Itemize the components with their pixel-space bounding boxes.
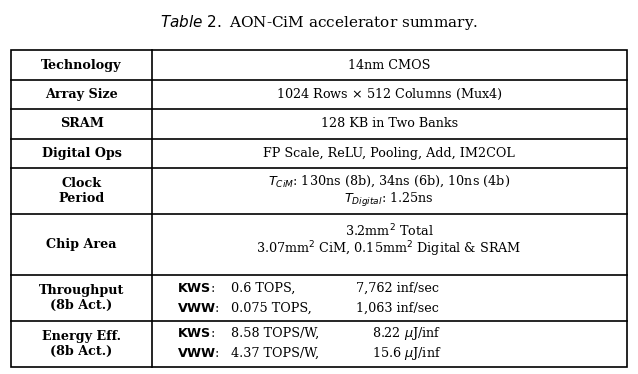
Text: 0.075 TOPS,: 0.075 TOPS, (232, 302, 312, 315)
Text: Array Size: Array Size (45, 88, 118, 101)
Text: $T_{Digital}$: 1.25ns: $T_{Digital}$: 1.25ns (345, 191, 434, 209)
Text: 8.58 TOPS/W,: 8.58 TOPS/W, (232, 327, 320, 340)
Text: FP Scale, ReLU, Pooling, Add, IM2COL: FP Scale, ReLU, Pooling, Add, IM2COL (263, 147, 515, 160)
Text: 4.37 TOPS/W,: 4.37 TOPS/W, (232, 347, 320, 360)
Text: 0.6 TOPS,: 0.6 TOPS, (232, 282, 296, 295)
Text: $\mathbf{VWW}$:: $\mathbf{VWW}$: (177, 347, 220, 360)
Text: 8.22 $\mu$J/inf: 8.22 $\mu$J/inf (372, 325, 441, 342)
Text: 1,063 inf/sec: 1,063 inf/sec (356, 302, 439, 315)
Text: $\it{Table\ 2.}$ AON-CiM accelerator summary.: $\it{Table\ 2.}$ AON-CiM accelerator sum… (160, 13, 478, 32)
Text: 3.2mm$^2$ Total: 3.2mm$^2$ Total (345, 223, 434, 239)
Text: $\mathbf{KWS}$:: $\mathbf{KWS}$: (177, 327, 216, 340)
Bar (11, 50, 627, 367)
Text: 14nm CMOS: 14nm CMOS (348, 59, 430, 72)
Text: SRAM: SRAM (60, 117, 103, 131)
Text: 3.07mm$^2$ CiM, 0.15mm$^2$ Digital & SRAM: 3.07mm$^2$ CiM, 0.15mm$^2$ Digital & SRA… (256, 240, 522, 259)
Text: Digital Ops: Digital Ops (41, 147, 121, 160)
Text: $\mathbf{KWS}$:: $\mathbf{KWS}$: (177, 282, 216, 295)
Text: 1024 Rows $\times$ 512 Columns (Mux4): 1024 Rows $\times$ 512 Columns (Mux4) (276, 87, 503, 102)
Text: Technology: Technology (41, 59, 122, 72)
Text: Throughput
(8b Act.): Throughput (8b Act.) (39, 284, 124, 312)
Text: Energy Eff.
(8b Act.): Energy Eff. (8b Act.) (42, 330, 121, 358)
Text: Clock
Period: Clock Period (59, 177, 105, 205)
Text: $T_{CiM}$: 130ns (8b), 34ns (6b), 10ns (4b): $T_{CiM}$: 130ns (8b), 34ns (6b), 10ns (… (268, 174, 510, 190)
Text: 15.6 $\mu$J/inf: 15.6 $\mu$J/inf (372, 345, 441, 362)
Text: Chip Area: Chip Area (47, 238, 117, 251)
Text: 7,762 inf/sec: 7,762 inf/sec (356, 282, 439, 295)
Text: $\mathbf{VWW}$:: $\mathbf{VWW}$: (177, 302, 220, 315)
Text: 128 KB in Two Banks: 128 KB in Two Banks (320, 117, 457, 131)
